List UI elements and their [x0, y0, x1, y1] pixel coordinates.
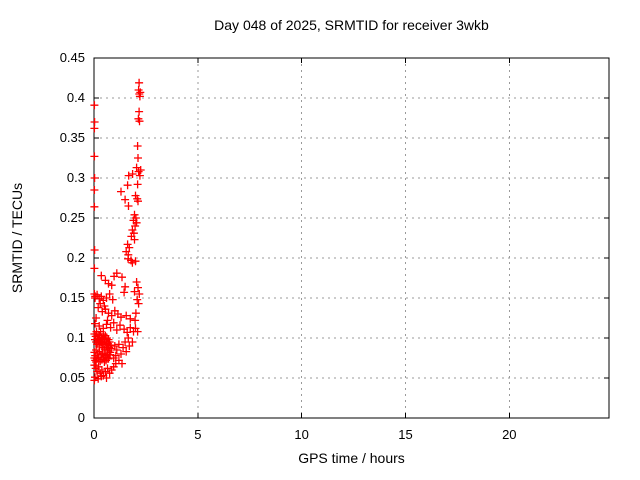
chart-title: Day 048 of 2025, SRMTID for receiver 3wk…: [214, 17, 489, 33]
y-tick-label: 0.45: [59, 50, 85, 65]
scatter-points: [90, 78, 145, 385]
y-tick-label: 0: [77, 410, 85, 425]
x-tick-label: 0: [90, 427, 98, 442]
y-tick-label: 0.3: [66, 170, 85, 185]
x-tick-label: 15: [398, 427, 413, 442]
y-tick-label: 0.25: [59, 210, 85, 225]
x-tick-label: 5: [194, 427, 202, 442]
y-tick-label: 0.35: [59, 130, 85, 145]
y-tick-label: 0.1: [66, 330, 85, 345]
x-tick-label: 20: [502, 427, 517, 442]
x-tick-label: 10: [294, 427, 309, 442]
y-tick-label: 0.15: [59, 290, 85, 305]
y-tick-label: 0.2: [66, 250, 85, 265]
x-axis-label: GPS time / hours: [298, 450, 405, 466]
y-tick-label: 0.4: [66, 90, 85, 105]
y-tick-label: 0.05: [59, 370, 85, 385]
plot-border: [93, 57, 610, 419]
